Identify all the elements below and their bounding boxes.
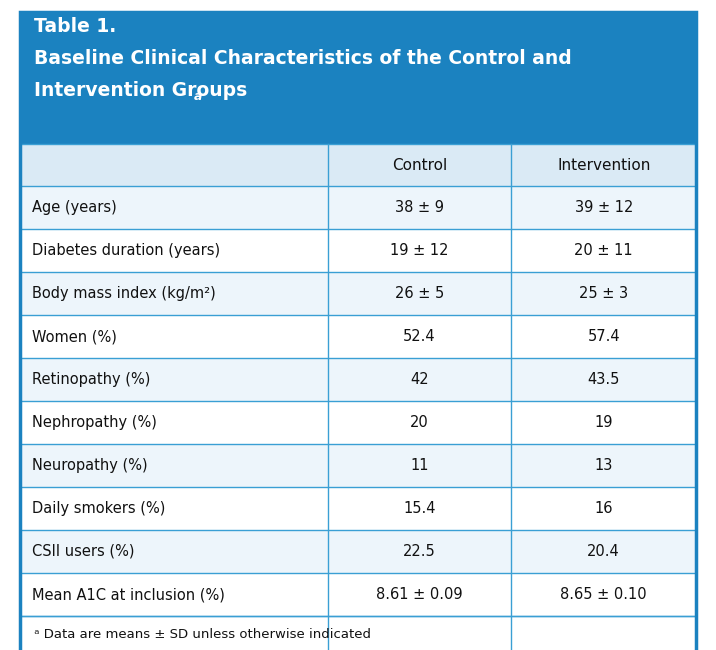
Text: Retinopathy (%): Retinopathy (%): [32, 372, 150, 387]
Text: Diabetes duration (years): Diabetes duration (years): [32, 243, 220, 258]
Text: 38 ± 9: 38 ± 9: [395, 200, 444, 215]
Bar: [20, 401, 696, 444]
Text: Neuropathy (%): Neuropathy (%): [32, 458, 147, 473]
Text: 39 ± 12: 39 ± 12: [574, 200, 633, 215]
Text: 57.4: 57.4: [587, 329, 620, 344]
Text: 52.4: 52.4: [403, 329, 436, 344]
Bar: [20, 144, 696, 186]
Text: 15.4: 15.4: [403, 501, 436, 516]
Bar: [20, 444, 696, 487]
Text: Body mass index (kg/m²): Body mass index (kg/m²): [32, 286, 216, 301]
Text: 8.61 ± 0.09: 8.61 ± 0.09: [376, 587, 463, 602]
Text: 8.65 ± 0.10: 8.65 ± 0.10: [561, 587, 647, 602]
Bar: [20, 487, 696, 530]
Text: Table 1.: Table 1.: [34, 17, 116, 36]
Text: Intervention: Intervention: [557, 157, 650, 172]
Text: 16: 16: [594, 501, 613, 516]
Bar: [20, 229, 696, 272]
Text: ᵃ Data are means ± SD unless otherwise indicated: ᵃ Data are means ± SD unless otherwise i…: [30, 627, 371, 640]
Text: Control: Control: [392, 157, 447, 172]
Text: Age (years): Age (years): [32, 200, 117, 215]
Bar: [20, 315, 696, 358]
Text: 20: 20: [410, 415, 429, 430]
Bar: [20, 272, 696, 315]
Bar: [20, 186, 696, 229]
Text: 11: 11: [410, 458, 429, 473]
Text: Nephropathy (%): Nephropathy (%): [32, 415, 157, 430]
Text: Mean A1C at inclusion (%): Mean A1C at inclusion (%): [32, 587, 225, 602]
Bar: [20, 616, 696, 650]
Text: Daily smokers (%): Daily smokers (%): [32, 501, 165, 516]
Text: a: a: [194, 90, 203, 103]
Text: 13: 13: [594, 458, 613, 473]
Text: 22.5: 22.5: [403, 544, 436, 559]
Bar: [20, 530, 696, 573]
Text: 20.4: 20.4: [587, 544, 620, 559]
Text: 20 ± 11: 20 ± 11: [574, 243, 633, 258]
Bar: [20, 573, 696, 616]
Text: 42: 42: [410, 372, 429, 387]
Text: 19: 19: [594, 415, 613, 430]
Text: 25 ± 3: 25 ± 3: [579, 286, 628, 301]
Bar: [20, 12, 696, 144]
Bar: [20, 358, 696, 401]
Text: Women (%): Women (%): [32, 329, 117, 344]
Text: Baseline Clinical Characteristics of the Control and: Baseline Clinical Characteristics of the…: [34, 49, 572, 68]
Text: 26 ± 5: 26 ± 5: [395, 286, 444, 301]
Text: Intervention Groups: Intervention Groups: [34, 81, 247, 100]
Text: 19 ± 12: 19 ± 12: [390, 243, 449, 258]
Text: 43.5: 43.5: [588, 372, 620, 387]
Text: CSII users (%): CSII users (%): [32, 544, 135, 559]
